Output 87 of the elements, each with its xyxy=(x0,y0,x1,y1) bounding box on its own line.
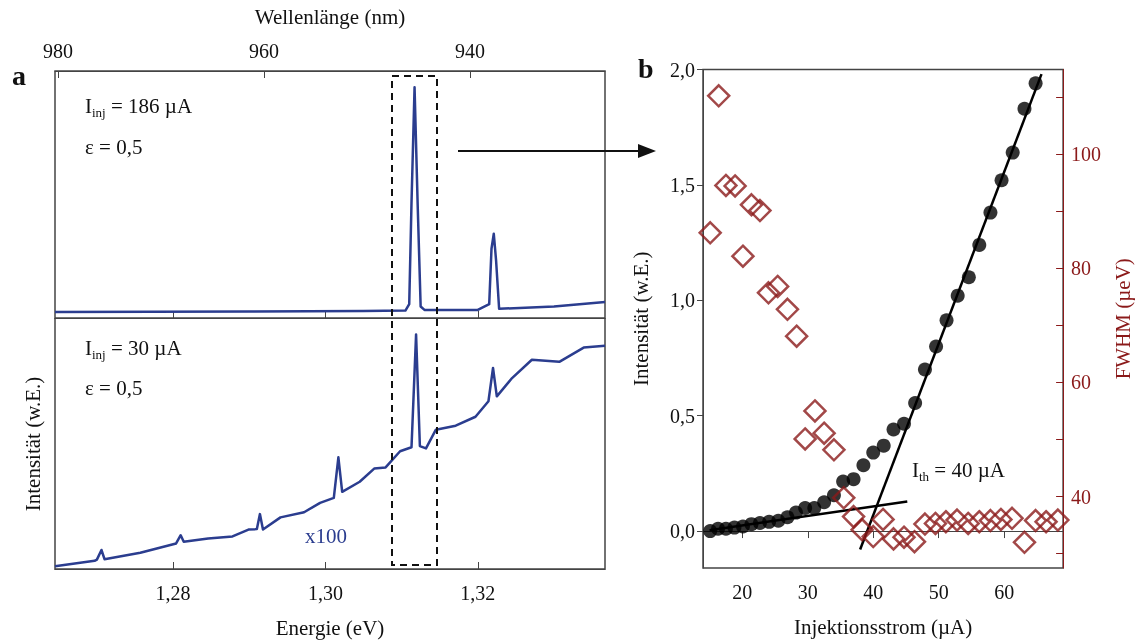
point xyxy=(846,472,861,487)
point xyxy=(967,510,992,534)
y-axis-title: Intensität (w.E.) xyxy=(628,251,653,387)
annotation: x100 xyxy=(305,524,347,548)
point xyxy=(698,221,722,245)
point xyxy=(1005,145,1020,160)
point xyxy=(723,174,747,198)
point xyxy=(876,438,891,453)
x2-axis-title: Wellenlänge (nm) xyxy=(254,4,406,29)
point xyxy=(817,495,832,510)
point xyxy=(856,458,871,473)
point xyxy=(923,511,948,536)
point xyxy=(832,486,856,510)
annotation: ε = 0,5 xyxy=(85,376,143,400)
point xyxy=(803,399,827,423)
point xyxy=(913,512,937,536)
x2-tick-label: 980 xyxy=(43,40,74,62)
x-tick-label: 60 xyxy=(994,581,1015,603)
point xyxy=(989,507,1013,532)
point xyxy=(841,504,866,529)
point xyxy=(807,501,822,515)
point xyxy=(908,395,923,410)
point xyxy=(765,274,790,299)
x-axis-title: Injektionsstrom (µA) xyxy=(793,614,973,639)
point xyxy=(972,237,987,252)
point xyxy=(756,281,781,305)
point xyxy=(1012,530,1037,555)
point xyxy=(1017,101,1032,116)
point xyxy=(961,270,976,285)
point xyxy=(714,173,738,198)
x-tick-label: 1,32 xyxy=(460,582,496,604)
y-axis-title: Intensität (w.E.) xyxy=(21,376,45,512)
annotation: ε = 0,5 xyxy=(85,135,143,159)
point xyxy=(775,297,800,322)
x2-tick-label: 940 xyxy=(455,40,486,62)
point xyxy=(994,173,1009,188)
point xyxy=(950,288,965,303)
y-tick-label: 2,0 xyxy=(670,58,695,81)
point xyxy=(1000,506,1024,531)
x-tick-label: 20 xyxy=(732,581,753,603)
point xyxy=(897,416,911,431)
point xyxy=(850,517,874,542)
y2-axis-title: FWHM (µeV) xyxy=(1110,258,1135,380)
x-tick-label: 1,30 xyxy=(307,582,343,604)
point xyxy=(1034,510,1058,534)
point xyxy=(939,313,954,328)
point xyxy=(945,508,969,532)
point xyxy=(793,427,817,451)
point xyxy=(983,205,998,220)
y2-tick-label: 40 xyxy=(1071,485,1092,508)
point xyxy=(748,198,772,223)
point xyxy=(892,525,916,549)
y-tick-label: 0,5 xyxy=(670,404,695,427)
x-tick-label: 1,28 xyxy=(155,582,191,604)
point xyxy=(822,438,846,462)
point xyxy=(739,193,764,217)
chart-title: a xyxy=(12,59,26,91)
point xyxy=(784,324,809,348)
point xyxy=(706,84,731,108)
point xyxy=(934,510,958,534)
point xyxy=(1028,76,1043,91)
point xyxy=(978,508,1003,533)
point xyxy=(929,339,944,354)
point xyxy=(1046,508,1070,532)
point xyxy=(1023,508,1048,533)
y2-tick-label: 100 xyxy=(1071,143,1102,166)
x-tick-label: 50 xyxy=(928,581,949,603)
chart-title: b xyxy=(638,52,654,84)
point xyxy=(956,511,980,536)
y-tick-label: 0,0 xyxy=(670,520,695,543)
point xyxy=(871,507,895,532)
x-tick-label: 30 xyxy=(797,581,818,603)
point xyxy=(812,421,836,445)
y-tick-label: 1,5 xyxy=(670,173,695,196)
y2-tick-label: 80 xyxy=(1071,257,1092,280)
x2-tick-label: 960 xyxy=(249,40,280,62)
point xyxy=(731,244,755,268)
x-tick-label: 40 xyxy=(863,581,884,603)
point xyxy=(886,422,901,437)
point xyxy=(881,527,906,551)
y-tick-label: 1,0 xyxy=(670,289,695,312)
x-axis-title: Energie (eV) xyxy=(275,615,385,640)
point xyxy=(917,362,932,377)
point xyxy=(902,529,927,554)
point xyxy=(861,524,885,549)
y2-tick-label: 60 xyxy=(1071,371,1092,394)
point xyxy=(866,445,881,460)
